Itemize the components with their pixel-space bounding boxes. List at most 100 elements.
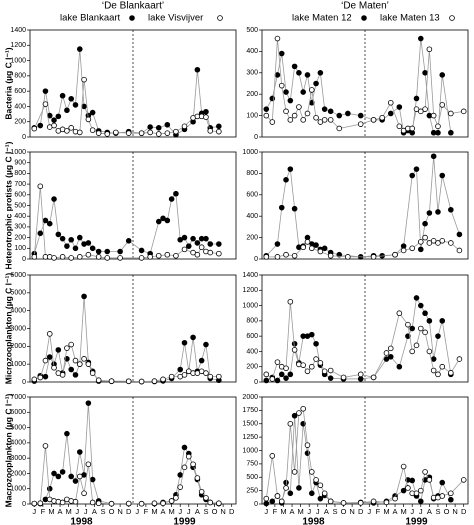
marker xyxy=(435,123,441,130)
marker xyxy=(59,499,66,506)
marker xyxy=(413,106,420,112)
marker xyxy=(42,357,49,364)
marker xyxy=(190,334,196,341)
y-tick-label: 800 xyxy=(246,318,258,325)
marker xyxy=(76,254,83,260)
y-axis-title: Microzooplankton (µg C l⁻¹) xyxy=(3,273,13,385)
y-tick-label: 1400 xyxy=(242,272,258,279)
marker xyxy=(460,108,467,115)
marker xyxy=(383,356,390,362)
y-tick-label: 5000 xyxy=(10,424,26,431)
marker xyxy=(51,122,57,129)
marker xyxy=(379,114,385,121)
marker xyxy=(409,245,416,252)
marker xyxy=(413,95,420,102)
marker xyxy=(296,485,302,491)
marker xyxy=(64,128,70,134)
marker xyxy=(42,88,49,94)
marker xyxy=(456,247,463,254)
y-tick-label: 500 xyxy=(14,202,26,209)
marker xyxy=(177,484,184,490)
y-tick-label: 1000 xyxy=(242,302,258,309)
x-tick-label: J xyxy=(135,507,139,516)
marker xyxy=(129,15,135,21)
marker xyxy=(357,112,364,119)
marker xyxy=(181,234,188,241)
x-tick-label: O xyxy=(341,507,347,516)
marker xyxy=(304,72,311,78)
marker xyxy=(168,196,175,202)
marker xyxy=(317,119,324,125)
marker xyxy=(426,477,433,483)
marker xyxy=(95,254,102,260)
marker xyxy=(68,236,74,243)
marker xyxy=(422,329,428,336)
marker xyxy=(430,356,437,362)
marker xyxy=(317,70,324,76)
marker xyxy=(405,333,411,339)
marker xyxy=(181,372,188,378)
legend-label: lake Visvijver xyxy=(148,13,203,24)
marker xyxy=(125,238,132,244)
x-tick-label: S xyxy=(435,507,440,516)
y-tick-label: 400 xyxy=(14,103,26,110)
marker xyxy=(89,109,96,116)
marker xyxy=(300,405,307,412)
marker xyxy=(287,420,294,427)
x-tick-label: D xyxy=(461,507,467,516)
marker xyxy=(430,112,437,119)
x-tick-label: F xyxy=(273,507,278,516)
marker xyxy=(155,218,162,225)
marker xyxy=(383,499,390,506)
marker xyxy=(336,125,343,132)
marker xyxy=(207,241,214,247)
y-tick-label: 6000 xyxy=(10,272,26,279)
marker xyxy=(138,500,145,507)
y-tick-label: 0 xyxy=(254,256,258,263)
marker xyxy=(291,347,298,353)
marker xyxy=(283,365,289,372)
marker xyxy=(327,252,334,259)
legend-label: lake Maten 12 xyxy=(292,13,352,24)
marker xyxy=(417,108,424,115)
marker xyxy=(327,498,334,505)
marker xyxy=(64,107,70,114)
marker xyxy=(207,128,214,134)
marker xyxy=(68,125,74,131)
x-tick-label: J xyxy=(178,507,182,516)
marker xyxy=(55,347,62,353)
y-tick-label: 5000 xyxy=(10,290,26,297)
x-tick-label: J xyxy=(307,507,311,516)
x-tick-label: J xyxy=(264,507,268,516)
marker xyxy=(155,252,162,259)
y-tick-label: 1000 xyxy=(10,486,26,493)
marker xyxy=(68,95,74,102)
y-tick-label: 0 xyxy=(254,379,258,386)
y-tick-label: 100 xyxy=(14,245,26,252)
marker xyxy=(177,236,184,243)
marker xyxy=(400,127,407,134)
marker xyxy=(327,367,334,374)
marker xyxy=(216,373,222,380)
marker xyxy=(64,430,70,437)
marker xyxy=(456,356,463,362)
year-label: 1998 xyxy=(70,517,93,525)
y-tick-label: 1250 xyxy=(242,434,258,441)
marker xyxy=(68,366,74,373)
marker xyxy=(313,242,319,248)
marker xyxy=(327,375,334,381)
marker xyxy=(81,76,87,83)
marker xyxy=(435,240,441,246)
marker xyxy=(287,298,294,305)
marker xyxy=(283,89,289,95)
y-tick-label: 600 xyxy=(246,192,258,199)
marker xyxy=(456,231,463,238)
marker xyxy=(46,220,53,227)
y-tick-label: 200 xyxy=(246,91,258,98)
marker xyxy=(426,348,433,355)
marker xyxy=(164,217,171,224)
y-tick-label: 3000 xyxy=(10,325,26,332)
x-tick-label: M xyxy=(280,507,286,516)
marker xyxy=(147,129,153,136)
marker xyxy=(194,475,201,481)
